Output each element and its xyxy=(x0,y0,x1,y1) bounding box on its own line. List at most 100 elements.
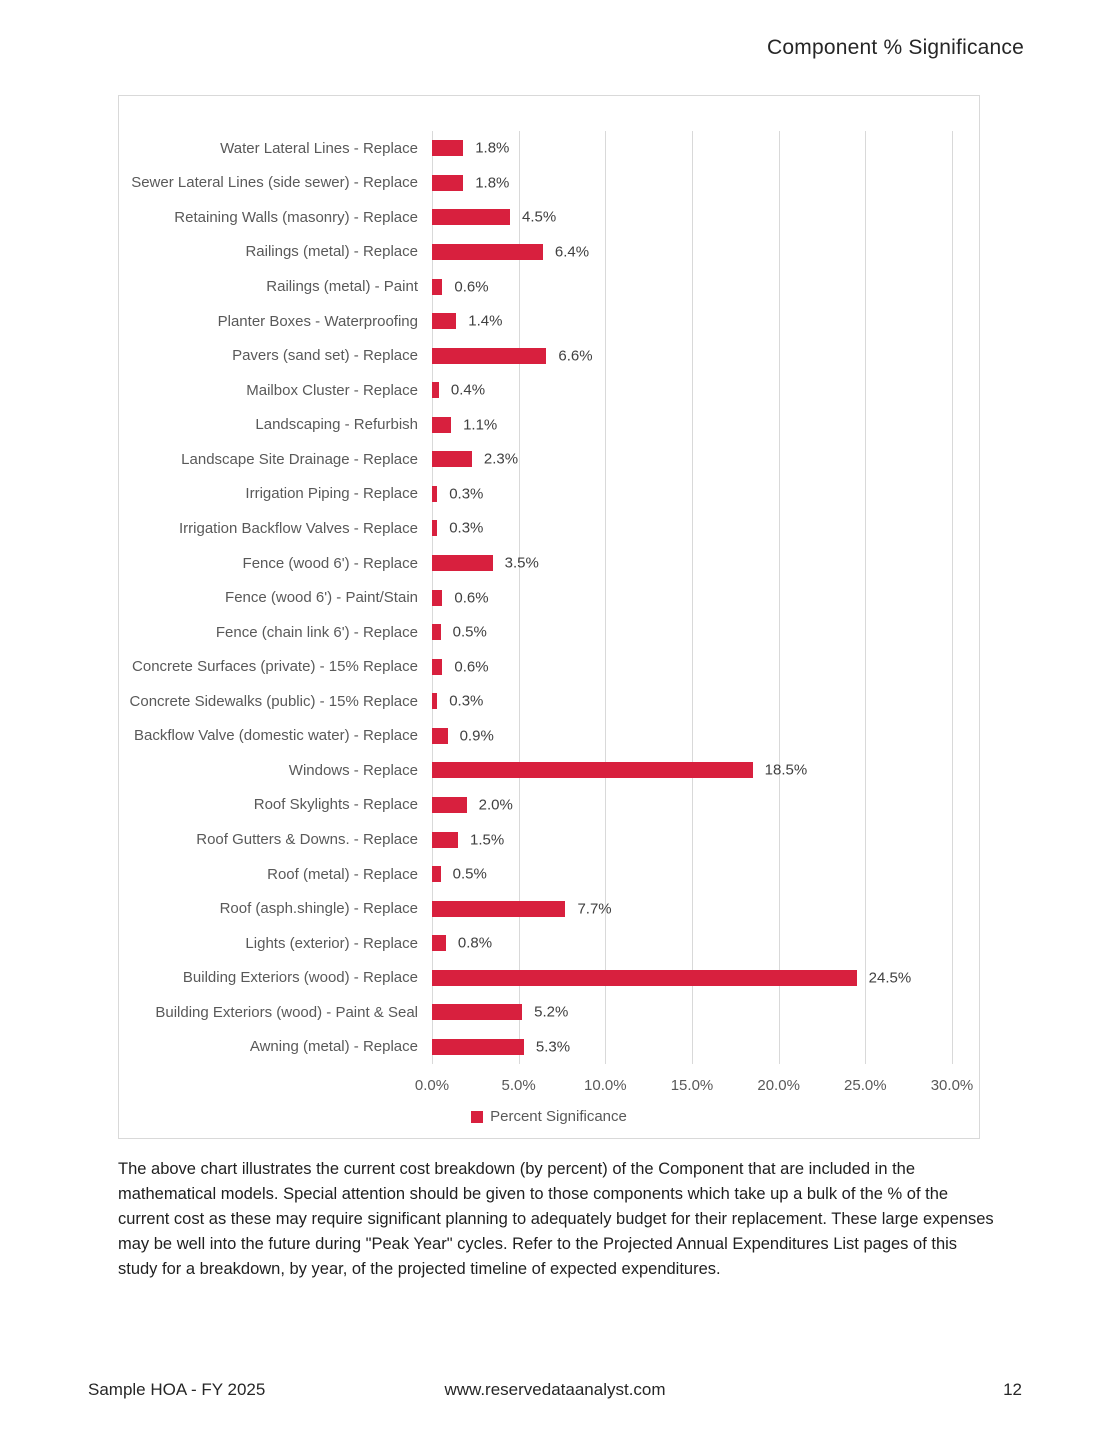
bar-area: 1.5% xyxy=(432,822,952,857)
value-label: 3.5% xyxy=(504,554,539,572)
chart-row: Retaining Walls (masonry) - Replace 4.5% xyxy=(119,200,979,235)
bar xyxy=(432,209,510,226)
bar-area: 3.5% xyxy=(432,546,952,581)
bar-area: 24.5% xyxy=(432,961,952,996)
bar-area: 0.3% xyxy=(432,684,952,719)
bar xyxy=(432,866,441,883)
category-label: Roof Skylights - Replace xyxy=(253,796,418,814)
category-label: Fence (wood 6') - Replace xyxy=(242,554,418,572)
category-label: Water Lateral Lines - Replace xyxy=(220,139,418,157)
bar xyxy=(432,278,443,295)
page-title: Component % Significance xyxy=(767,36,1024,59)
legend-label: Percent Significance xyxy=(490,1108,627,1125)
chart-row: Irrigation Piping - Replace 0.3% xyxy=(119,477,979,512)
value-label: 0.3% xyxy=(449,485,484,503)
chart-row: Sewer Lateral Lines (side sewer) - Repla… xyxy=(119,166,979,201)
value-label: 5.2% xyxy=(534,1003,569,1021)
chart-row: Fence (wood 6') - Replace 3.5% xyxy=(119,546,979,581)
category-label: Planter Boxes - Waterproofing xyxy=(217,312,418,330)
bar xyxy=(432,693,438,710)
value-label: 0.5% xyxy=(452,865,487,883)
value-label: 1.8% xyxy=(475,174,510,192)
x-tick-label: 15.0% xyxy=(670,1077,714,1094)
chart-rows: Water Lateral Lines - Replace 1.8% Sewer L… xyxy=(119,131,979,1064)
value-label: 6.4% xyxy=(554,243,590,261)
value-label: 24.5% xyxy=(868,969,912,987)
bar-area: 0.4% xyxy=(432,373,952,408)
category-label: Roof (asph.shingle) - Replace xyxy=(219,900,418,918)
chart-frame: Water Lateral Lines - Replace 1.8% Sewer L… xyxy=(118,95,980,1139)
value-label: 0.5% xyxy=(452,623,487,641)
bar-area: 5.2% xyxy=(432,995,952,1030)
bar-area: 1.1% xyxy=(432,408,952,443)
value-label: 0.6% xyxy=(454,589,489,607)
gridline xyxy=(692,131,693,1064)
bar xyxy=(432,347,547,364)
chart-row: Fence (wood 6') - Paint/Stain 0.6% xyxy=(119,580,979,615)
chart-row: Roof Skylights - Replace 2.0% xyxy=(119,788,979,823)
chart-row: Roof (metal) - Replace 0.5% xyxy=(119,857,979,892)
chart-row: Lights (exterior) - Replace 0.8% xyxy=(119,926,979,961)
bar xyxy=(432,382,439,399)
bar-area: 2.0% xyxy=(432,788,952,823)
value-label: 5.3% xyxy=(535,1038,571,1056)
value-label: 0.6% xyxy=(454,658,489,676)
bar-area: 0.5% xyxy=(432,857,952,892)
value-label: 4.5% xyxy=(522,208,557,226)
chart-row: Fence (chain link 6') - Replace 0.5% xyxy=(119,615,979,650)
category-label: Building Exteriors (wood) - Replace xyxy=(182,969,418,987)
bar xyxy=(432,243,543,260)
legend: Percent Significance xyxy=(119,1108,979,1125)
value-label: 0.8% xyxy=(457,934,493,952)
bar xyxy=(432,555,493,572)
x-tick-label: 10.0% xyxy=(584,1077,627,1094)
gridline xyxy=(778,131,780,1064)
chart-row: Windows - Replace 18.5% xyxy=(119,753,979,788)
x-tick-label: 20.0% xyxy=(757,1077,800,1094)
footer: Sample HOA - FY 2025 www.reservedataanal… xyxy=(88,1380,1022,1400)
category-label: Railings (metal) - Replace xyxy=(245,243,418,261)
bar xyxy=(432,451,472,468)
bar-area: 0.6% xyxy=(432,269,952,304)
chart-row: Building Exteriors (wood) - Paint & Seal… xyxy=(119,995,979,1030)
chart-row: Awning (metal) - Replace 5.3% xyxy=(119,1030,979,1065)
category-label: Fence (chain link 6') - Replace xyxy=(215,623,418,641)
bar-area: 0.9% xyxy=(432,719,952,754)
category-label: Landscaping - Refurbish xyxy=(255,416,418,434)
category-label: Irrigation Piping - Replace xyxy=(245,485,418,503)
gridline xyxy=(952,131,953,1064)
chart-row: Irrigation Backflow Valves - Replace 0.3% xyxy=(119,511,979,546)
chart-row: Backflow Valve (domestic water) - Replac… xyxy=(119,719,979,754)
bar-area: 4.5% xyxy=(432,200,952,235)
value-label: 7.7% xyxy=(577,900,612,918)
value-label: 0.9% xyxy=(459,727,494,745)
chart-row: Mailbox Cluster - Replace 0.4% xyxy=(119,373,979,408)
chart-row: Roof Gutters & Downs. - Replace 1.5% xyxy=(119,822,979,857)
value-label: 0.4% xyxy=(450,381,486,399)
bar xyxy=(432,658,443,675)
category-label: Roof (metal) - Replace xyxy=(267,865,418,883)
bar xyxy=(432,969,857,986)
chart-row: Railings (metal) - Paint 0.6% xyxy=(119,269,979,304)
value-label: 1.8% xyxy=(475,139,510,157)
value-label: 1.1% xyxy=(463,416,498,434)
chart-row: Landscape Site Drainage - Replace 2.3% xyxy=(119,442,979,477)
value-label: 6.6% xyxy=(558,347,593,365)
chart-row: Roof (asph.shingle) - Replace 7.7% xyxy=(119,891,979,926)
x-tick-label: 25.0% xyxy=(844,1077,887,1094)
footer-page-number: 12 xyxy=(1003,1380,1022,1399)
bar-area: 1.4% xyxy=(432,304,952,339)
category-label: Railings (metal) - Paint xyxy=(266,278,418,296)
bar-area: 0.6% xyxy=(432,649,952,684)
category-label: Backflow Valve (domestic water) - Replac… xyxy=(134,727,418,745)
bar xyxy=(432,727,448,744)
x-tick-label: 30.0% xyxy=(930,1077,974,1094)
value-label: 0.3% xyxy=(449,692,484,710)
chart-row: Railings (metal) - Replace 6.4% xyxy=(119,235,979,270)
category-label: Irrigation Backflow Valves - Replace xyxy=(179,519,418,537)
bar xyxy=(432,140,464,157)
bar-area: 1.8% xyxy=(432,131,952,166)
bar xyxy=(432,416,452,433)
category-label: Sewer Lateral Lines (side sewer) - Repla… xyxy=(131,174,418,192)
